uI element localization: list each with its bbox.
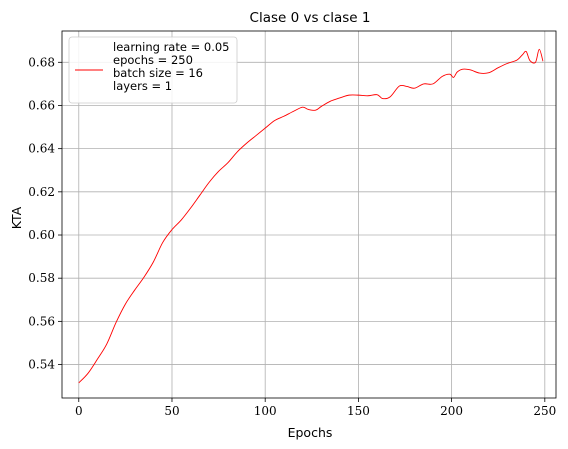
- legend: learning rate = 0.05 epochs = 250 batch si…: [68, 36, 238, 104]
- y-tick-label: 0.56: [28, 314, 55, 328]
- x-tick-label: 150: [347, 404, 370, 418]
- y-tick-label: 0.66: [28, 98, 55, 112]
- y-axis-label: KTA: [9, 206, 24, 229]
- x-axis: 0 50 100 150 200 250: [75, 398, 556, 418]
- x-tick-label: 100: [254, 404, 277, 418]
- x-tick-label: 250: [533, 404, 556, 418]
- legend-box: [68, 36, 238, 104]
- legend-entry: learning rate = 0.05 epochs = 250 batch si…: [113, 40, 229, 93]
- chart-title: Clase 0 vs clase 1: [250, 10, 371, 26]
- x-tick-label: 0: [75, 404, 83, 418]
- x-tick-label: 200: [440, 404, 463, 418]
- y-axis: 0.54 0.56 0.58 0.60 0.62 0.64 0.66 0.68: [28, 55, 62, 372]
- series-line: [78, 48, 544, 384]
- y-tick-label: 0.60: [28, 228, 55, 242]
- grid: [62, 31, 556, 398]
- y-tick-label: 0.62: [28, 185, 55, 199]
- y-tick-label: 0.58: [28, 271, 55, 285]
- x-tick-label: 50: [164, 404, 179, 418]
- plot-frame: [61, 30, 557, 399]
- y-tick-label: 0.68: [28, 55, 55, 69]
- x-axis-label: Epochs: [288, 425, 333, 440]
- y-tick-label: 0.64: [28, 142, 55, 156]
- series-layer: [78, 48, 544, 384]
- y-tick-label: 0.54: [28, 358, 55, 372]
